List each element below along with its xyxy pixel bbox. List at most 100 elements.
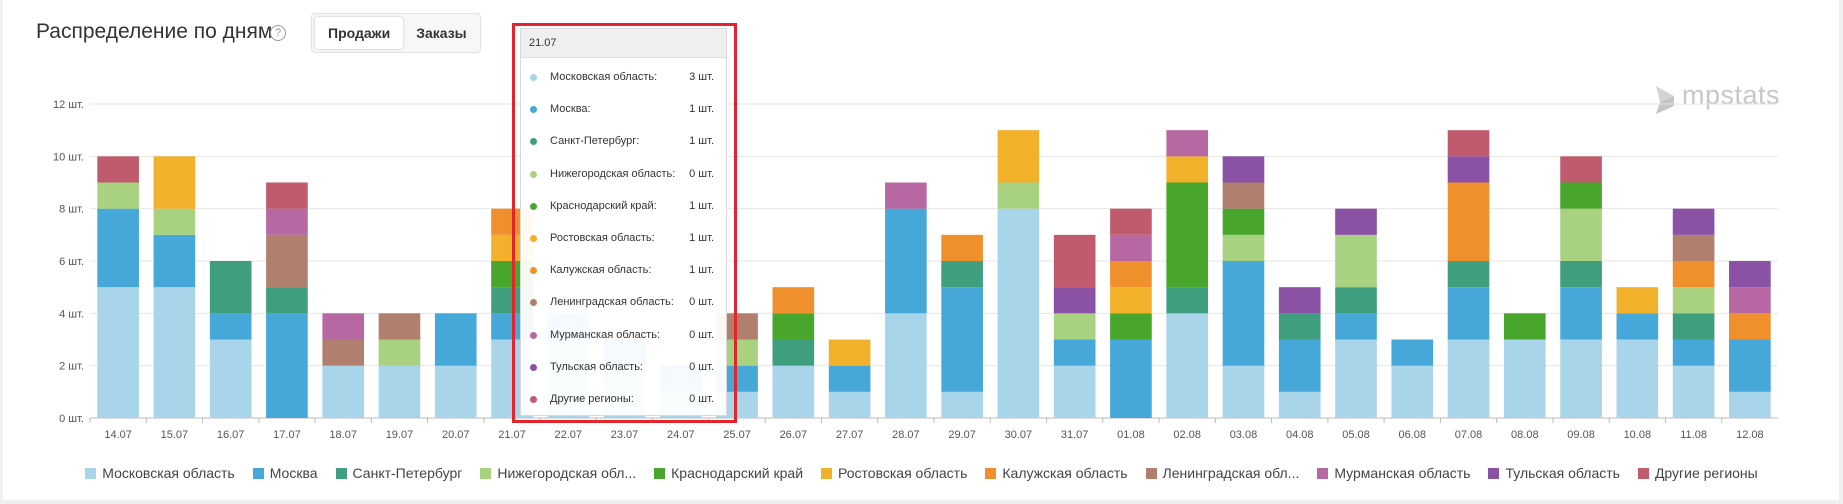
bar-segment[interactable] xyxy=(772,287,815,314)
bar-segment[interactable] xyxy=(1335,313,1377,340)
bar-segment[interactable] xyxy=(1278,287,1321,314)
bar-segment[interactable] xyxy=(1616,287,1659,314)
legend-item[interactable]: Ростовская область xyxy=(821,465,967,481)
bar-segment[interactable] xyxy=(322,339,365,366)
bar-segment[interactable] xyxy=(1447,261,1490,288)
bar-segment[interactable] xyxy=(941,234,983,261)
bar-segment[interactable] xyxy=(378,339,421,366)
bar-segment[interactable] xyxy=(1729,339,1771,392)
bar-segment[interactable] xyxy=(1672,208,1715,235)
bar-segment[interactable] xyxy=(1391,365,1434,418)
bar-segment[interactable] xyxy=(1672,261,1715,288)
bar-segment[interactable] xyxy=(1222,365,1265,418)
bar-segment[interactable] xyxy=(434,313,477,366)
bar-segment[interactable] xyxy=(1166,130,1209,157)
bar-segment[interactable] xyxy=(1729,261,1771,288)
bar-segment[interactable] xyxy=(1672,287,1715,314)
bar-segment[interactable] xyxy=(1166,287,1209,314)
bar-segment[interactable] xyxy=(153,156,196,209)
bar-segment[interactable] xyxy=(322,365,365,418)
legend-item[interactable]: Москва xyxy=(252,465,318,481)
bar-segment[interactable] xyxy=(1560,339,1602,419)
bar-segment[interactable] xyxy=(1053,365,1096,418)
bar-segment[interactable] xyxy=(209,313,252,340)
bar-segment[interactable] xyxy=(97,182,139,209)
bar-segment[interactable] xyxy=(1560,261,1602,288)
bar-segment[interactable] xyxy=(1672,234,1715,261)
bar-segment[interactable] xyxy=(941,391,983,418)
bar-segment[interactable] xyxy=(1222,182,1265,209)
bar-segment[interactable] xyxy=(1560,287,1602,340)
bar-segment[interactable] xyxy=(266,234,308,288)
bar-segment[interactable] xyxy=(1222,208,1265,235)
bar-segment[interactable] xyxy=(1222,156,1265,183)
bar-segment[interactable] xyxy=(1110,287,1152,314)
bar-segment[interactable] xyxy=(1729,313,1771,340)
bar-segment[interactable] xyxy=(1335,208,1377,235)
bar-segment[interactable] xyxy=(153,234,196,288)
bar-segment[interactable] xyxy=(378,365,421,418)
bar-segment[interactable] xyxy=(1672,365,1715,418)
bar-segment[interactable] xyxy=(1222,261,1265,366)
bar-segment[interactable] xyxy=(97,208,139,288)
toggle-orders-button[interactable]: Заказы xyxy=(416,25,467,41)
bar-segment[interactable] xyxy=(941,287,983,392)
bar-segment[interactable] xyxy=(266,313,308,418)
bar-segment[interactable] xyxy=(1335,339,1377,419)
bar-segment[interactable] xyxy=(1278,391,1321,418)
bar-segment[interactable] xyxy=(1053,339,1096,366)
legend-item[interactable]: Мурманская область xyxy=(1317,465,1470,481)
bar-segment[interactable] xyxy=(1110,313,1152,340)
bar-segment[interactable] xyxy=(1278,313,1321,340)
legend-item[interactable]: Нижегородская обл... xyxy=(480,465,636,481)
bar-segment[interactable] xyxy=(1166,313,1209,418)
bar-segment[interactable] xyxy=(772,313,815,340)
bar-segment[interactable] xyxy=(1729,391,1771,418)
bar-segment[interactable] xyxy=(153,208,196,235)
legend-item[interactable]: Тульская область xyxy=(1488,465,1620,481)
bar-segment[interactable] xyxy=(1110,339,1152,419)
bar-segment[interactable] xyxy=(1335,287,1377,314)
bar-segment[interactable] xyxy=(828,365,871,392)
bar-segment[interactable] xyxy=(266,208,308,235)
bar-segment[interactable] xyxy=(378,313,421,340)
bar-segment[interactable] xyxy=(1447,130,1490,157)
legend-item[interactable]: Санкт-Петербург xyxy=(335,465,462,481)
bar-segment[interactable] xyxy=(772,365,815,418)
bar-segment[interactable] xyxy=(1166,156,1209,183)
bar-segment[interactable] xyxy=(97,156,139,183)
bar-segment[interactable] xyxy=(1729,287,1771,314)
bar-segment[interactable] xyxy=(434,365,477,418)
bar-segment[interactable] xyxy=(1672,313,1715,340)
bar-segment[interactable] xyxy=(1503,313,1546,340)
help-icon[interactable]: ? xyxy=(270,25,286,41)
bar-segment[interactable] xyxy=(266,182,308,209)
bar-segment[interactable] xyxy=(828,391,871,418)
bar-segment[interactable] xyxy=(885,182,927,209)
bar-segment[interactable] xyxy=(941,261,983,288)
bar-segment[interactable] xyxy=(209,339,252,419)
legend-item[interactable]: Краснодарский край xyxy=(654,465,803,481)
toggle-sales-button[interactable]: Продажи xyxy=(315,17,404,49)
bar-segment[interactable] xyxy=(885,208,927,314)
bar-segment[interactable] xyxy=(1335,234,1377,288)
bar-segment[interactable] xyxy=(1503,339,1546,419)
bar-segment[interactable] xyxy=(997,182,1040,209)
bar-segment[interactable] xyxy=(97,287,139,418)
bar-segment[interactable] xyxy=(997,208,1040,418)
bar-segment[interactable] xyxy=(1560,156,1602,183)
bar-segment[interactable] xyxy=(1053,313,1096,340)
bar-segment[interactable] xyxy=(1166,182,1209,288)
bar-segment[interactable] xyxy=(1616,313,1659,340)
bar-segment[interactable] xyxy=(266,287,308,314)
legend-item[interactable]: Московская область xyxy=(85,465,235,481)
bar-segment[interactable] xyxy=(1222,234,1265,261)
bar-segment[interactable] xyxy=(1447,182,1490,262)
bar-segment[interactable] xyxy=(1616,339,1659,419)
bar-segment[interactable] xyxy=(772,339,815,366)
bar-segment[interactable] xyxy=(1110,261,1152,288)
bar-segment[interactable] xyxy=(209,261,252,314)
bar-segment[interactable] xyxy=(1447,156,1490,183)
bar-segment[interactable] xyxy=(828,339,871,366)
bar-segment[interactable] xyxy=(1447,339,1490,419)
